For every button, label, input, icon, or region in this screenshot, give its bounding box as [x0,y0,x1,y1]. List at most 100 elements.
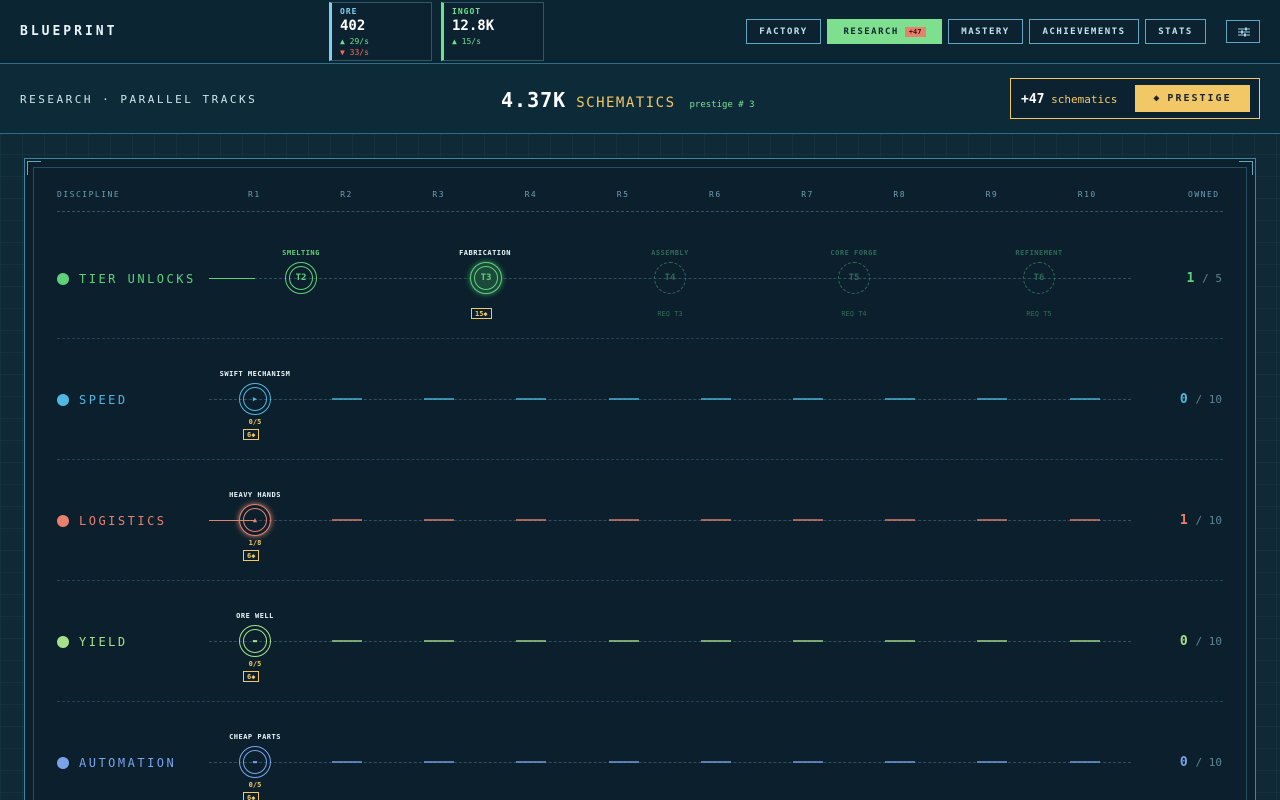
yield-rank-slot[interactable] [516,640,547,642]
logistics-rank-slot[interactable] [700,519,731,521]
tier-node-smelting[interactable]: T2 [285,262,317,294]
yield-node[interactable]: ▬ [239,625,271,657]
research-panel [24,158,1256,800]
column-header-rank: R8 [893,190,907,199]
owned-total: / 10 [1195,756,1223,769]
schematics-value: 4.37K [501,88,567,112]
prestige-button[interactable]: ◆ PRESTIGE [1135,85,1250,112]
logistics-rank-slot[interactable] [424,519,455,521]
schematics-total: 4.37K SCHEMATICS prestige # 3 [501,88,755,112]
logistics-node-title: HEAVY HANDS [229,491,281,499]
yield-rank-slot[interactable] [424,640,455,642]
panel-corner [1239,161,1253,175]
column-header-rank: R4 [524,190,538,199]
logistics-rank-slot[interactable] [977,519,1008,521]
tier-glyph: T5 [848,273,860,283]
tier-node-title: ASSEMBLY [651,249,689,257]
tab-stats[interactable]: STATS [1145,19,1206,44]
panel-corner [27,161,41,175]
automation-rank-slot[interactable] [608,761,639,763]
speed-owned-count: 0 / 10 [1180,392,1222,407]
tier-node-core-forge[interactable]: T5 [838,262,870,294]
tier-node-title: FABRICATION [459,249,511,257]
tab-achievements[interactable]: ACHIEVEMENTS [1029,19,1139,44]
logistics-rank-slot[interactable] [608,519,639,521]
logistics-track-progress [209,520,255,521]
logistics-label: LOGISTICS [79,514,167,528]
tier-requirement: REQ T4 [841,310,867,318]
node-ring [289,266,313,290]
discipline-yield: YIELD [57,635,128,649]
column-header-rank: R1 [248,190,261,199]
node-ring [243,750,267,774]
speed-rank-slot[interactable] [1069,398,1100,400]
prestige-button-label: PRESTIGE [1167,93,1232,104]
tab-factory[interactable]: FACTORY [746,19,821,44]
tier-track-progress [209,278,255,279]
speed-rank-slot[interactable] [424,398,455,400]
ore-value: 402 [340,18,366,34]
speed-rank-slot[interactable] [793,398,823,400]
speed-rank-slot[interactable] [608,398,639,400]
logistics-rank-slot[interactable] [332,519,362,521]
tier-requirement: REQ T5 [1026,310,1052,318]
logistics-node[interactable]: ▲ [239,504,271,536]
yield-rank-slot[interactable] [700,640,731,642]
tier-glyph: T2 [295,273,307,283]
automation-track-line [209,762,1131,763]
column-header-discipline: DISCIPLINE [57,190,121,199]
weight-icon: ▲ [252,516,258,524]
automation-rank-slot[interactable] [885,761,916,763]
logistics-rank-slot[interactable] [1069,519,1100,521]
speed-label: SPEED [79,393,128,407]
logistics-dot [57,515,69,527]
ore-icon: ▬ [252,637,258,645]
yield-rank-slot[interactable] [793,640,823,642]
column-header-rank: R10 [1077,190,1097,199]
settings-button[interactable] [1226,20,1260,43]
automation-rank-slot[interactable] [332,761,362,763]
discipline-tier-unlocks: TIER UNLOCKS [57,272,196,286]
yield-rank-slot[interactable] [332,640,362,642]
tier-cost-badge: 15◆ [471,308,492,319]
logistics-rank-slot[interactable] [885,519,916,521]
owned-total: / 10 [1195,635,1223,648]
yield-rank-slot[interactable] [608,640,639,642]
speed-rank-slot[interactable] [332,398,362,400]
tab-research[interactable]: RESEARCH +47 [827,19,942,44]
automation-rank-slot[interactable] [1069,761,1100,763]
yield-node-title: ORE WELL [236,612,274,620]
speed-rank-slot[interactable] [700,398,731,400]
logistics-rank-slot[interactable] [516,519,547,521]
automation-rank-slot[interactable] [424,761,455,763]
tab-research-label: RESEARCH [843,26,899,37]
tier-node-fabrication[interactable]: T3 [470,262,502,294]
automation-rank-slot[interactable] [700,761,731,763]
automation-rank-slot[interactable] [516,761,547,763]
yield-rank-slot[interactable] [885,640,916,642]
tier-owned-count: 1 / 5 [1186,271,1222,286]
speed-rank-slot[interactable] [516,398,547,400]
node-ring [243,508,267,532]
yield-rank-slot[interactable] [1069,640,1100,642]
automation-rank-slot[interactable] [793,761,823,763]
automation-rank-slot[interactable] [977,761,1008,763]
automation-node[interactable]: ▬ [239,746,271,778]
tab-mastery[interactable]: MASTERY [948,19,1023,44]
speed-rank-slot[interactable] [885,398,916,400]
tier-node-assembly[interactable]: T4 [654,262,686,294]
prestige-gain-value: +47 [1021,92,1045,107]
node-ring [243,629,267,653]
yield-rank-slot[interactable] [977,640,1008,642]
ore-consumption-rate: ▼ 33/s [340,48,369,57]
column-header-rank: R7 [801,190,814,199]
tier-node-refinement[interactable]: T6 [1023,262,1055,294]
main-nav: FACTORY RESEARCH +47 MASTERY ACHIEVEMENT… [746,19,1206,44]
logistics-rank-slot[interactable] [793,519,823,521]
logistics-track-line [209,520,1131,521]
speed-node[interactable]: ▶ [239,383,271,415]
owned-total: / 10 [1195,514,1223,527]
ore-label: ORE [340,7,358,16]
speed-rank-slot[interactable] [977,398,1008,400]
tier-node-title: REFINEMENT [1015,249,1063,257]
